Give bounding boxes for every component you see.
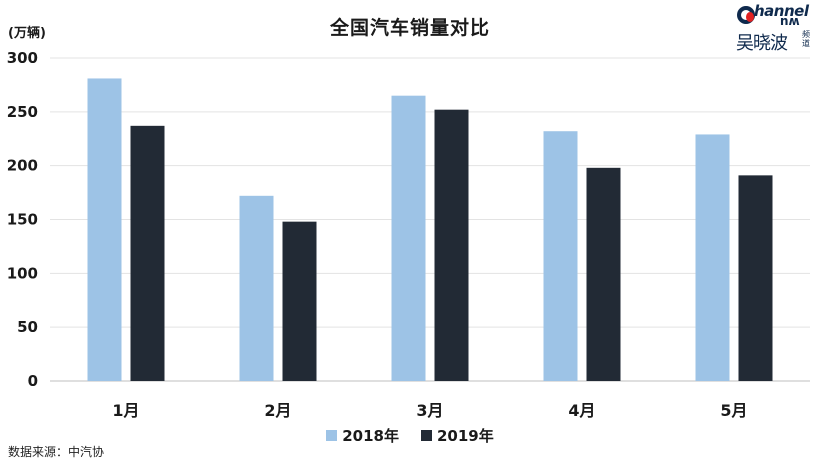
y-tick-label: 300 xyxy=(7,49,38,67)
x-tick-labels: 1月 2月 3月 4月 5月 xyxy=(112,401,747,420)
bar-2019-3 xyxy=(434,109,469,382)
bar-2018-1 xyxy=(87,78,122,381)
bar-2018-4 xyxy=(543,131,578,381)
legend-item-2018[interactable]: 2018年 xyxy=(326,425,399,446)
legend-swatch-2019 xyxy=(421,430,432,441)
bar-2019-4 xyxy=(586,167,621,381)
legend: 2018年 2019年 xyxy=(0,425,820,446)
x-tick-label: 5月 xyxy=(720,401,747,420)
legend-swatch-2018 xyxy=(326,430,338,441)
y-tick-label: 0 xyxy=(28,372,38,390)
x-tick-label: 1月 xyxy=(112,401,139,420)
bar-2019-1 xyxy=(130,125,165,381)
x-tick-label: 2月 xyxy=(264,401,291,420)
bar-2019-5 xyxy=(738,175,773,381)
logo-name-small: 频道 xyxy=(802,30,810,48)
x-tick-label: 3月 xyxy=(416,401,443,420)
channel-logo: hannel wu 吴晓波 频道 xyxy=(734,2,816,54)
logo-circle-icon xyxy=(737,6,755,24)
gridlines xyxy=(50,57,810,382)
legend-label-2018: 2018年 xyxy=(342,427,399,445)
logo-mark: hannel wu xyxy=(734,2,816,32)
y-tick-label: 50 xyxy=(17,318,38,336)
data-source-note: 数据来源：中汽协 xyxy=(8,445,105,459)
y-tick-label: 200 xyxy=(7,157,38,175)
chart-title: 全国汽车销量对比 xyxy=(329,17,490,39)
logo-brand-text: hannel xyxy=(754,2,809,20)
bar-2018-2 xyxy=(239,195,274,381)
bar-2018-3 xyxy=(391,95,426,381)
y-tick-labels: 0 50 100 150 200 250 300 xyxy=(7,49,38,390)
legend-label-2019: 2019年 xyxy=(437,427,494,445)
y-axis-unit: (万辆) xyxy=(8,26,46,41)
bar-2019-2 xyxy=(282,221,317,381)
y-tick-label: 150 xyxy=(7,211,38,229)
y-tick-label: 100 xyxy=(7,264,38,282)
bar-2018-5 xyxy=(695,134,730,381)
bars xyxy=(87,78,773,382)
logo-name-cn: 吴晓波 xyxy=(736,33,788,54)
x-tick-label: 4月 xyxy=(568,401,595,420)
legend-item-2019[interactable]: 2019年 xyxy=(421,425,494,446)
y-tick-label: 250 xyxy=(7,103,38,121)
